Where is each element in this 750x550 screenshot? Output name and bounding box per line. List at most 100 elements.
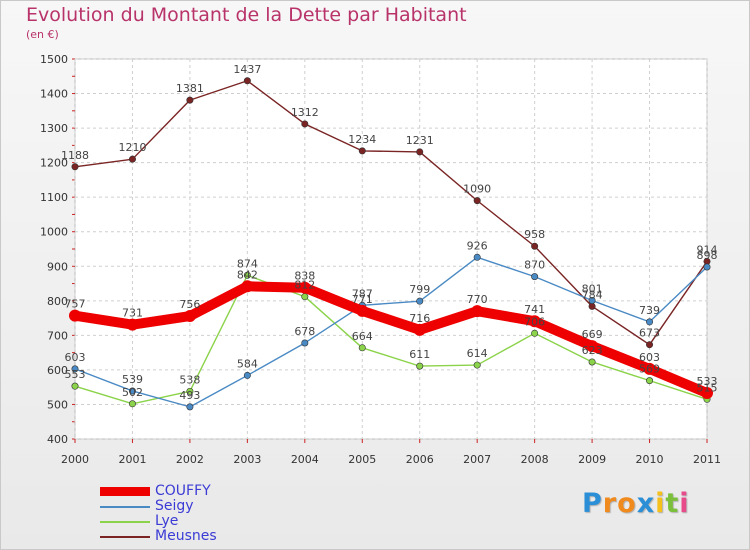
data-point <box>183 310 196 323</box>
logo-letter: t <box>665 488 680 519</box>
series-line-seigy <box>74 256 708 408</box>
x-tick-label: 2002 <box>176 453 204 466</box>
y-tick-label: 1200 <box>40 157 68 170</box>
line-chart: 400 500 600 700 800 900 1000 1100 1200 1300 1400 15… <box>40 53 721 466</box>
x-tick-label: 2010 <box>636 453 664 466</box>
x-tick-label: 2007 <box>463 453 491 466</box>
data-point <box>586 340 599 353</box>
y-tick-label: 1000 <box>40 226 68 239</box>
data-label: 515 <box>697 381 718 394</box>
data-label: 801 <box>582 282 603 295</box>
data-label: 664 <box>352 330 373 343</box>
data-point <box>358 147 366 155</box>
x-tick-label: 2001 <box>118 453 146 466</box>
data-point <box>701 387 713 400</box>
x-tick-label: 2000 <box>61 453 89 466</box>
data-label: 539 <box>122 373 143 386</box>
data-label: 870 <box>524 259 545 272</box>
data-point <box>241 280 254 293</box>
data-label: 838 <box>294 270 315 283</box>
data-label: 614 <box>467 347 488 360</box>
data-point <box>71 382 79 390</box>
series-line-meusnes <box>74 80 708 346</box>
logo-letter: o <box>617 488 637 519</box>
legend-item-seigy: Seigy <box>100 498 260 515</box>
data-label: 673 <box>639 327 660 340</box>
data-label: 874 <box>237 257 258 270</box>
legend-label: Lye <box>155 513 179 529</box>
data-point <box>416 148 424 156</box>
data-point <box>126 318 139 331</box>
data-label: 1437 <box>233 63 261 76</box>
y-tick-label: 900 <box>47 260 68 273</box>
x-tick-label: 2006 <box>406 453 434 466</box>
legend-swatch <box>100 521 150 523</box>
plot-area <box>74 58 708 440</box>
data-point <box>416 297 424 305</box>
data-point <box>71 163 79 171</box>
data-label: 603 <box>639 351 660 364</box>
logo-letter: x <box>636 488 656 519</box>
y-tick-label: 500 <box>47 398 68 411</box>
legend-swatch <box>100 506 150 508</box>
logo-letter: P <box>582 488 603 519</box>
data-label: 623 <box>582 344 603 357</box>
proxiti-logo: Proxiti <box>582 488 690 519</box>
data-point <box>473 361 481 369</box>
x-tick-label: 2008 <box>521 453 549 466</box>
logo-letter: i <box>679 488 690 519</box>
data-point <box>646 341 654 349</box>
data-label: 770 <box>467 293 488 306</box>
legend-swatch <box>100 487 150 496</box>
data-label: 741 <box>524 303 545 316</box>
y-tick-label: 1500 <box>40 53 68 66</box>
data-label: 739 <box>639 304 660 317</box>
data-label: 533 <box>697 375 718 388</box>
data-label: 493 <box>179 389 200 402</box>
data-point <box>416 362 424 370</box>
data-label: 1090 <box>463 183 491 196</box>
data-point <box>298 281 311 294</box>
data-point <box>243 77 251 85</box>
x-tick-label: 2009 <box>578 453 606 466</box>
data-point <box>588 296 596 304</box>
data-point <box>531 273 539 281</box>
data-label: 553 <box>65 368 86 381</box>
legend-item-lye: Lye <box>100 513 260 530</box>
data-point <box>301 293 309 301</box>
data-label: 1188 <box>61 149 89 162</box>
series-line-lye <box>74 274 708 405</box>
data-label: 756 <box>179 298 200 311</box>
logo-letter: r <box>602 488 618 519</box>
data-point <box>471 305 484 318</box>
data-label: 538 <box>179 373 200 386</box>
x-tick-label: 2011 <box>693 453 721 466</box>
data-label: 898 <box>697 249 718 262</box>
data-label: 1381 <box>176 82 204 95</box>
legend-label: Meusnes <box>155 528 217 544</box>
y-tick-label: 600 <box>47 364 68 377</box>
data-label: 716 <box>409 312 430 325</box>
data-label: 799 <box>409 283 430 296</box>
data-point <box>128 400 136 408</box>
data-point <box>531 329 539 337</box>
data-label: 771 <box>352 293 373 306</box>
data-label: 958 <box>524 228 545 241</box>
data-point <box>588 302 596 310</box>
data-label: 706 <box>524 315 545 328</box>
y-tick-label: 1400 <box>40 88 68 101</box>
data-label: 842 <box>237 268 258 281</box>
data-point <box>643 362 656 375</box>
y-tick-label: 1300 <box>40 122 68 135</box>
data-point <box>358 344 366 352</box>
x-tick-label: 2003 <box>233 453 261 466</box>
data-point <box>69 309 81 322</box>
data-label: 611 <box>409 348 430 361</box>
data-point <box>301 339 309 347</box>
series-line-couffy <box>70 281 712 399</box>
data-point <box>71 365 79 373</box>
legend-label: Seigy <box>155 498 194 514</box>
logo-letter: i <box>655 488 666 519</box>
legend-label: COUFFY <box>155 483 211 499</box>
chart-title: Evolution du Montant de la Dette par Hab… <box>26 4 467 26</box>
